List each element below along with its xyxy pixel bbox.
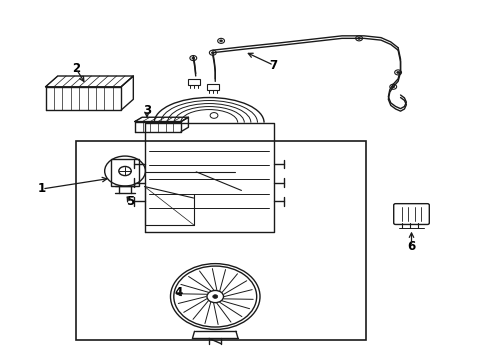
Text: 5: 5 <box>125 195 134 208</box>
Text: 6: 6 <box>407 240 415 253</box>
Circle shape <box>219 40 222 42</box>
Circle shape <box>396 71 399 73</box>
Text: 1: 1 <box>38 183 46 195</box>
Circle shape <box>192 57 194 59</box>
Text: 3: 3 <box>142 104 151 117</box>
Circle shape <box>391 86 394 88</box>
Circle shape <box>357 37 360 39</box>
Text: 4: 4 <box>174 287 183 300</box>
Text: 7: 7 <box>269 59 277 72</box>
Bar <box>207 84 219 90</box>
Circle shape <box>211 52 214 54</box>
Bar <box>76 140 366 339</box>
Bar <box>111 159 139 186</box>
Circle shape <box>212 295 217 298</box>
Bar <box>187 79 199 85</box>
Text: 2: 2 <box>72 62 80 75</box>
